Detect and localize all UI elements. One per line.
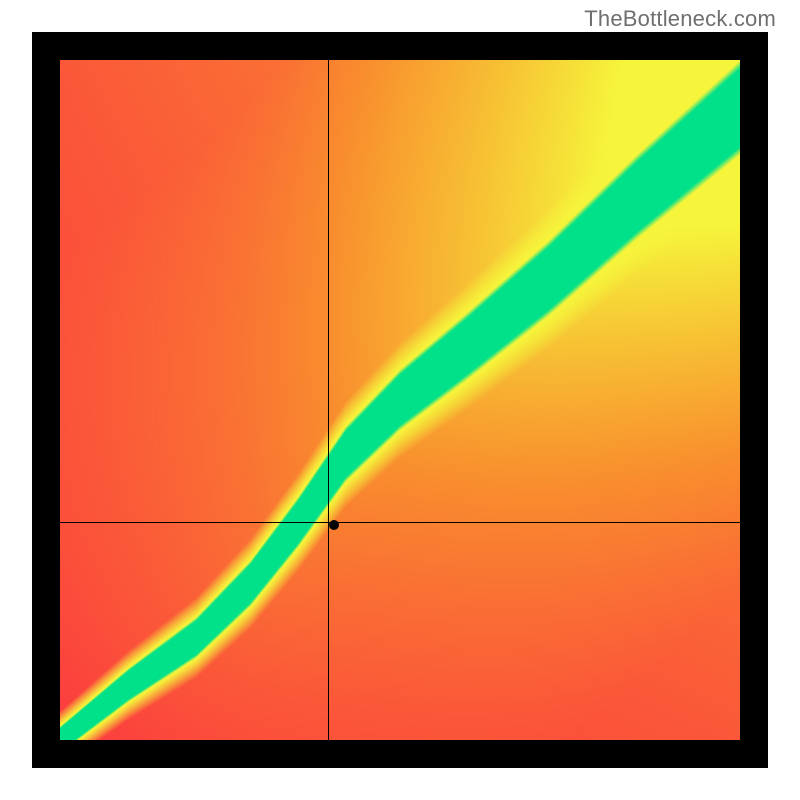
plot-border (32, 32, 768, 768)
crosshair-vertical (328, 60, 329, 740)
heatmap-canvas (60, 60, 740, 740)
watermark-text: TheBottleneck.com (584, 6, 776, 32)
crosshair-horizontal (60, 522, 740, 523)
